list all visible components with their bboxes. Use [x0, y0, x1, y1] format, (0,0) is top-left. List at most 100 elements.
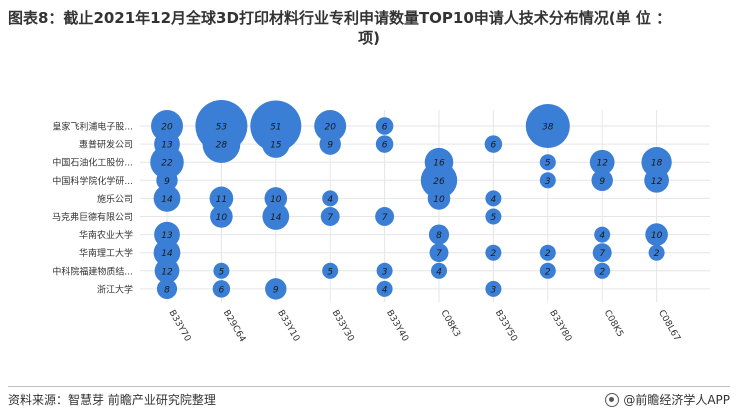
- y-tick-label: 中国石油化工股份...: [52, 157, 133, 169]
- bubble: [151, 110, 183, 142]
- bubble: [644, 167, 669, 193]
- x-tick-label: B33Y30: [330, 309, 356, 344]
- data-label: 3: [491, 285, 497, 295]
- data-label: 4: [599, 231, 605, 241]
- bubble: [320, 207, 340, 226]
- bubble: [319, 133, 341, 155]
- bubble: [153, 239, 181, 267]
- data-label: 5: [491, 213, 497, 223]
- bubble: [484, 135, 503, 153]
- bubble: [261, 130, 290, 158]
- bubble: [589, 149, 615, 175]
- data-label: 13: [161, 141, 173, 151]
- data-label: 3: [545, 177, 551, 187]
- x-tick-label: C08K3: [438, 309, 461, 339]
- data-label: 10: [433, 195, 445, 205]
- bubble: [262, 203, 290, 230]
- bubble: [427, 187, 451, 210]
- bubble: [156, 169, 178, 192]
- data-label: 51: [270, 123, 281, 133]
- bubble: [594, 226, 611, 243]
- bubble: [539, 244, 556, 261]
- data-label: 10: [651, 231, 663, 241]
- bubble: [213, 262, 230, 279]
- x-tick-label: B33Y40: [384, 309, 410, 344]
- data-label: 4: [327, 195, 333, 205]
- bubble: [154, 131, 180, 157]
- bubble: [322, 262, 339, 279]
- data-label: 2: [545, 267, 551, 277]
- data-label: 7: [599, 249, 605, 259]
- bubble: [429, 243, 449, 263]
- bubble: [525, 103, 570, 149]
- bubble: [314, 110, 347, 142]
- data-label: 14: [161, 195, 173, 205]
- data-label: 8: [164, 285, 170, 295]
- data-label: 16: [433, 159, 445, 169]
- data-label: 20: [324, 123, 336, 133]
- bubble: [156, 278, 178, 300]
- data-label: 7: [436, 249, 442, 259]
- data-label: 5: [327, 267, 333, 277]
- data-label: 6: [219, 285, 225, 295]
- data-label: 8: [436, 231, 442, 241]
- data-label: 2: [599, 267, 605, 277]
- bubble: [641, 147, 672, 178]
- footer-divider: [8, 386, 730, 387]
- bubble: [322, 190, 339, 207]
- bubble: [212, 280, 231, 298]
- data-label: 4: [491, 195, 497, 205]
- data-label: 5: [219, 267, 225, 277]
- bubble: [539, 262, 556, 279]
- bubble: [376, 280, 393, 297]
- bubble: [592, 243, 612, 263]
- bubble: [153, 185, 181, 212]
- data-label: 7: [327, 213, 333, 223]
- data-label: 12: [161, 267, 173, 277]
- chart-title-line2: 项): [358, 29, 380, 47]
- bubble: [376, 262, 393, 279]
- bubble: [154, 221, 180, 248]
- data-label: 10: [270, 195, 282, 205]
- data-label: 4: [382, 285, 388, 295]
- bubble: [431, 262, 447, 279]
- y-tick-label: 惠普研发公司: [79, 139, 133, 151]
- x-tick-label: B33Y50: [493, 309, 519, 344]
- data-label: 7: [382, 213, 388, 223]
- bubble: [485, 280, 502, 297]
- bubble: [485, 208, 502, 225]
- data-label: 15: [270, 141, 282, 151]
- data-label: 11: [216, 195, 227, 205]
- bubble: [375, 135, 394, 153]
- data-label: 6: [491, 141, 497, 151]
- data-label: 14: [270, 213, 282, 223]
- x-tick-label: C08K5: [602, 309, 625, 339]
- bubble: [594, 262, 611, 279]
- data-label: 14: [161, 249, 173, 259]
- y-tick-label: 浙江大学: [97, 283, 133, 295]
- data-label: 5: [545, 159, 551, 169]
- data-label: 28: [216, 141, 228, 151]
- bubble: [645, 223, 668, 246]
- data-label: 13: [161, 231, 173, 241]
- bubble: [202, 125, 241, 163]
- bubble: [485, 190, 502, 207]
- y-tick-label: 施乐公司: [97, 193, 133, 205]
- bubble: [375, 117, 394, 135]
- bubble: [375, 207, 395, 226]
- data-label: 18: [651, 159, 663, 169]
- brand-text: @前瞻经济学人APP: [623, 393, 730, 407]
- y-tick-label: 中科院福建物质结...: [52, 265, 133, 277]
- y-tick-label: 华南理工大学: [79, 247, 133, 259]
- bubble: [539, 154, 556, 171]
- y-tick-label: 华南农业大学: [79, 229, 133, 241]
- x-tick-label: B33Y80: [547, 309, 573, 344]
- chart-title-line1: 图表8：截止2021年12月全球3D打印材料行业专利申请数量TOP10申请人技术…: [8, 9, 672, 27]
- data-label: 9: [327, 141, 333, 151]
- data-label: 6: [382, 123, 388, 133]
- bubble: [154, 258, 180, 284]
- brand-credit: @前瞻经济学人APP: [605, 391, 730, 408]
- bubble: [428, 224, 450, 245]
- y-tick-label: 马克弗巨德有限公司: [52, 211, 133, 223]
